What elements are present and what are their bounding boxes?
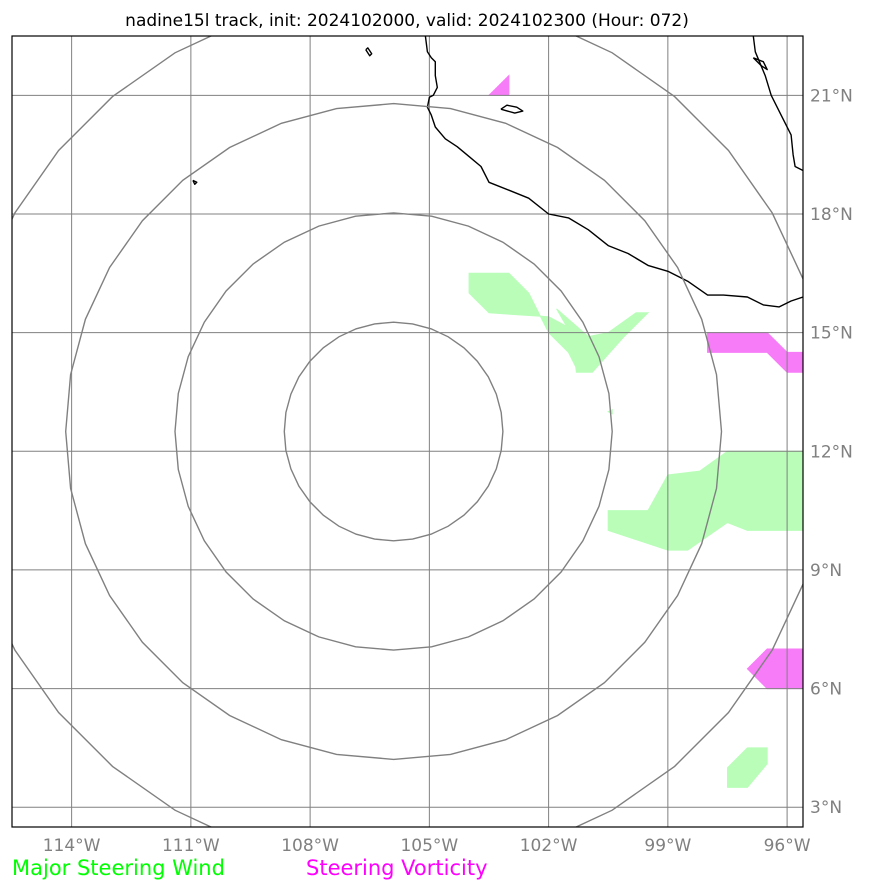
- coastline: [424, 36, 803, 308]
- figure-title: nadine15l track, init: 2024102000, valid…: [125, 11, 689, 31]
- coastline: [192, 179, 198, 186]
- latitude-tick-label: 18°N: [810, 205, 853, 225]
- legend-steering-wind: Major Steering Wind: [12, 856, 225, 880]
- latitude-tick-labels: 21°N 18°N 15°N 12°N 9°N 6°N 3°N: [810, 86, 853, 818]
- latitude-tick-label: 21°N: [810, 86, 853, 106]
- range-rings: [12, 36, 803, 827]
- coastline: [752, 36, 803, 172]
- longitude-tick-label: 108°W: [281, 836, 339, 856]
- coastline: [500, 104, 524, 114]
- latitude-tick-label: 12°N: [810, 442, 853, 462]
- coastline: [752, 57, 768, 71]
- lat-lon-grid: [12, 36, 803, 827]
- steering-vorticity-region: [707, 332, 803, 373]
- longitude-tick-label: 105°W: [400, 836, 458, 856]
- map-plot-area: [12, 36, 803, 827]
- steering-vorticity-region: [746, 648, 803, 690]
- longitude-tick-label: 102°W: [520, 836, 578, 856]
- steering-wind-region: [607, 450, 803, 551]
- latitude-tick-label: 3°N: [810, 798, 842, 818]
- steering-vorticity-region: [487, 74, 510, 96]
- steering-wind-region: [727, 747, 768, 788]
- legend-steering-vorticity: Steering Vorticity: [306, 856, 488, 880]
- range-ring: [64, 102, 723, 761]
- longitude-tick-label: 114°W: [43, 836, 101, 856]
- range-ring: [174, 212, 613, 651]
- latitude-tick-label: 6°N: [810, 680, 842, 700]
- latitude-tick-label: 9°N: [810, 561, 842, 581]
- longitude-tick-label: 111°W: [162, 836, 220, 856]
- steering-wind-region: [556, 308, 650, 373]
- longitude-tick-labels: 114°W 111°W 108°W 105°W 102°W 99°W 96°W: [43, 836, 811, 856]
- map-frame: [11, 35, 804, 828]
- longitude-tick-label: 96°W: [764, 836, 811, 856]
- range-ring: [12, 36, 803, 827]
- coastlines: [192, 36, 803, 308]
- latitude-tick-label: 15°N: [810, 324, 853, 344]
- coastline: [365, 47, 373, 57]
- range-ring: [283, 321, 504, 542]
- steering-wind-region: [468, 272, 579, 373]
- longitude-tick-label: 99°W: [644, 836, 691, 856]
